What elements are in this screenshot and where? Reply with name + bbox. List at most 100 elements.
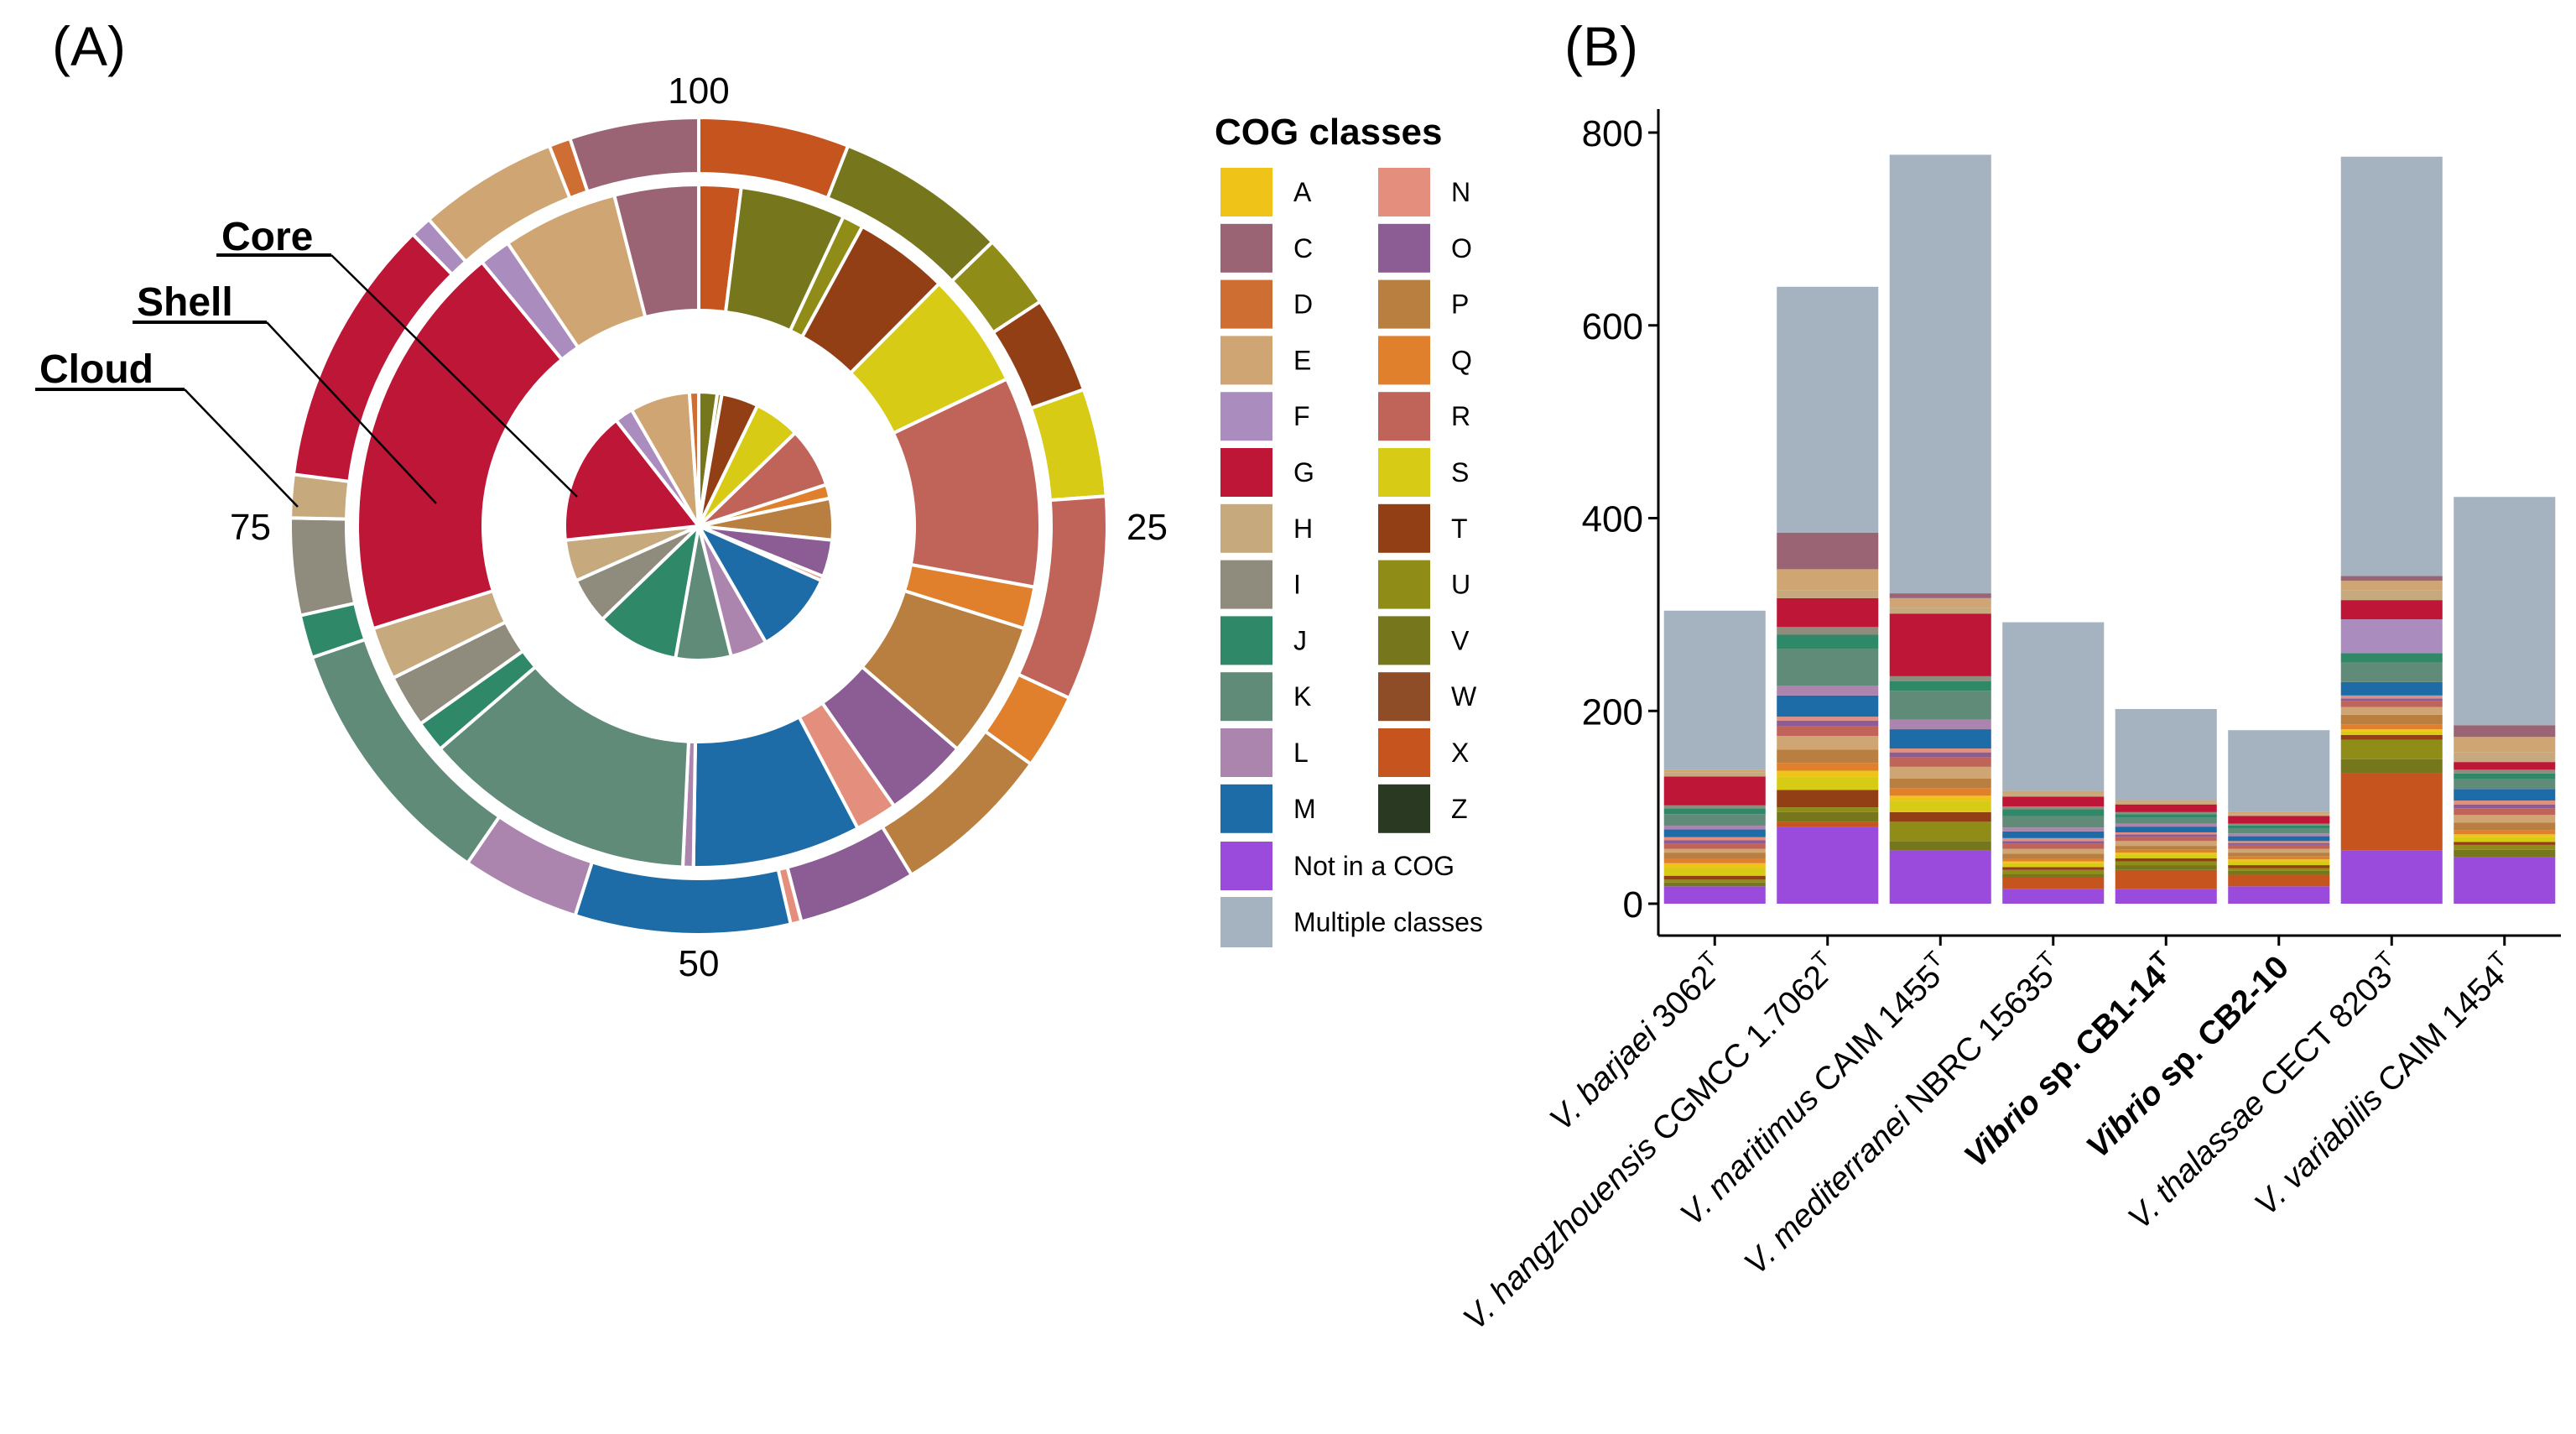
bar-2-segment-s	[1889, 800, 1991, 812]
bar-7-segment-s	[2454, 837, 2556, 842]
bar-1-segment-t	[1777, 790, 1879, 808]
legend-swatch-A	[1220, 168, 1272, 216]
bar-3-segment-n	[2002, 837, 2105, 842]
inner-ring-slice-G	[563, 418, 702, 542]
bar-6-segment-v	[2340, 759, 2443, 774]
bar-5-segment-l	[2228, 833, 2330, 837]
bar-4-segment-l	[2115, 823, 2217, 827]
panel-a-label: (A)	[52, 15, 126, 77]
inner-ring-slice-J	[600, 521, 702, 660]
outer-ring-slice-S	[1028, 387, 1108, 503]
legend-label-R: R	[1451, 401, 1470, 431]
bar-5-segment-t	[2228, 865, 2330, 868]
bar-5-segment-v	[2228, 870, 2330, 875]
legend-swatch-I	[1220, 560, 1272, 609]
bar-1-segment-o	[1777, 720, 1879, 727]
bar-5-segment-i	[2228, 823, 2330, 826]
bar-1-segment-v	[1777, 811, 1879, 822]
legend-swatch-T	[1378, 503, 1430, 553]
bar-5-segment-n	[2228, 841, 2330, 843]
bar-5-segment-e	[2228, 848, 2330, 853]
bar-1-segment-i	[1777, 627, 1879, 635]
bar-0-segment-e	[1663, 848, 1766, 853]
bar-1-segment-j	[1777, 634, 1879, 649]
middle-ring-slice-C	[611, 182, 700, 320]
bar-6-segment-k	[2340, 662, 2443, 682]
bar-5-segment-not-in-a-cog	[2228, 886, 2330, 904]
bar-1-segment-p	[1777, 749, 1879, 764]
bar-4-segment-o	[2115, 834, 2217, 837]
bar-6-segment-o	[2340, 698, 2443, 701]
bar-4-segment-m	[2115, 827, 2217, 832]
legend-swatch-S	[1378, 448, 1430, 497]
donut-tick-75: 75	[230, 507, 271, 548]
bar-1-segment-x	[1777, 821, 1879, 827]
legend-swatch-V	[1378, 616, 1430, 665]
bar-6-segment-h	[2340, 590, 2443, 601]
bar-4-segment-k	[2115, 817, 2217, 824]
bar-5-segment-p	[2228, 853, 2330, 857]
bar-1-segment-e2	[1777, 569, 1879, 591]
bar-3-segment-v	[2002, 873, 2105, 878]
bar-7-segment-v	[2454, 849, 2556, 858]
legend-swatch-N	[1378, 168, 1430, 216]
bar-0-segment-j	[1663, 808, 1766, 815]
bar-1-segment-e	[1777, 736, 1879, 750]
bar-6-segment-j	[2340, 653, 2443, 663]
bar-2-segment-u	[1889, 821, 1991, 842]
y-tick-label-800: 800	[1582, 113, 1643, 154]
legend-label-S: S	[1451, 457, 1469, 488]
bar-6-segment-m	[2340, 681, 2443, 696]
shell-label: Shell	[137, 280, 233, 325]
donut-tick-100: 100	[668, 70, 729, 112]
bar-7-segment-g	[2454, 762, 2556, 770]
legend-label-A: A	[1293, 177, 1312, 207]
bar-3-segment-k	[2002, 816, 2105, 828]
bar-4-segment-h	[2115, 802, 2217, 805]
bar-0-segment-i	[1663, 805, 1766, 809]
y-tick-label-200: 200	[1582, 691, 1643, 733]
bar-7-segment-e	[2454, 815, 2556, 823]
inner-ring-slice-M	[695, 522, 824, 645]
legend-swatch-Q	[1378, 336, 1430, 385]
bar-3-segment-multiple-classes	[2002, 622, 2105, 791]
bar-7-segment-m	[2454, 789, 2556, 801]
legend-label-P: P	[1451, 289, 1469, 320]
bar-4-segment-r	[2115, 837, 2217, 842]
bar-5-segment-m	[2228, 836, 2330, 842]
bar-7-segment-r	[2454, 808, 2556, 816]
bar-7-segment-a	[2454, 834, 2556, 837]
bar-3-segment-s	[2002, 863, 2105, 868]
legend-label-Q: Q	[1451, 345, 1472, 375]
bar-2-segment-t	[1889, 811, 1991, 822]
legend-swatch-X	[1378, 728, 1430, 777]
bar-4-segment-g	[2115, 804, 2217, 812]
core-leader-line	[330, 254, 578, 498]
bar-1-segment-u	[1777, 807, 1879, 812]
legend-swatch-P	[1378, 279, 1430, 329]
bar-3-segment-a	[2002, 861, 2105, 863]
donut-chart	[289, 115, 1109, 936]
bar-1-segment-s	[1777, 776, 1879, 790]
bar-3-segment-o	[2002, 841, 2105, 844]
bar-0-segment-multiple-classes	[1663, 610, 1766, 770]
legend-swatch-C	[1220, 223, 1272, 273]
bar-2-segment-q	[1889, 788, 1991, 796]
bar-7-segment-k	[2454, 779, 2556, 790]
core-label: Core	[221, 215, 313, 259]
bar-7-segment-n	[2454, 800, 2556, 805]
bar-4-segment-a	[2115, 853, 2217, 855]
bar-2-segment-n	[1889, 748, 1991, 753]
legend-label-C: C	[1293, 233, 1313, 263]
bar-5-segment-g	[2228, 816, 2330, 824]
legend-label-Multiple: Multiple classes	[1293, 907, 1483, 937]
bar-6-segment-e	[2340, 707, 2443, 715]
bar-2-segment-k	[1889, 691, 1991, 720]
legend-swatch-J	[1220, 616, 1272, 665]
bar-5-segment-o	[2228, 842, 2330, 845]
bar-3-segment-t	[2002, 867, 2105, 870]
bar-3-segment-e2	[2002, 790, 2105, 795]
outer-ring-slice-M	[573, 859, 794, 936]
bar-4-segment-s	[2115, 854, 2217, 859]
bar-4-segment-e	[2115, 841, 2217, 847]
